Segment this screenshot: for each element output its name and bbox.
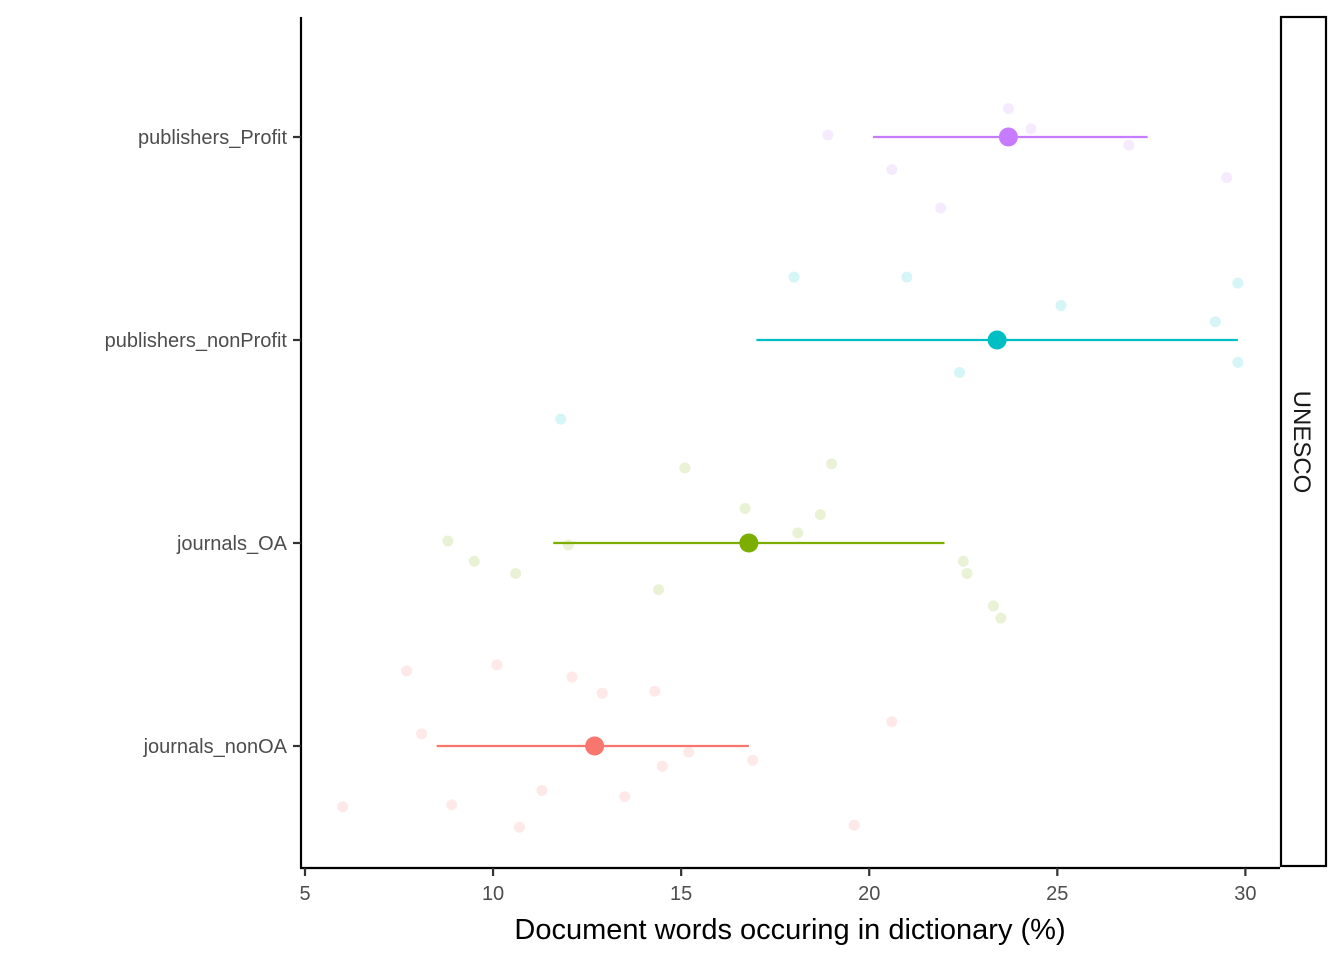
jitter-point (792, 527, 804, 539)
jitter-point (1002, 103, 1014, 115)
jitter-point (536, 785, 548, 797)
jitter-point (826, 458, 838, 470)
x-tick-label: 30 (1234, 883, 1256, 905)
jitter-point (1221, 172, 1233, 184)
y-tick-label: publishers_nonProfit (105, 330, 288, 352)
jitter-point (683, 746, 695, 758)
y-tick-label: publishers_Profit (138, 127, 287, 149)
jitter-point (555, 413, 567, 425)
mean-point (998, 127, 1018, 147)
jitter-point (788, 271, 800, 283)
x-tick-label: 25 (1046, 883, 1068, 905)
facet-strip (1279, 15, 1328, 868)
jitter-point (679, 462, 691, 474)
jitter-point (995, 612, 1007, 624)
jitter-point (954, 366, 966, 378)
jitter-point (987, 600, 999, 612)
mean-point (987, 330, 1007, 350)
jitter-point (491, 659, 503, 671)
jitter-point (957, 555, 969, 567)
jitter-point (848, 819, 860, 831)
jitter-point (814, 509, 826, 521)
jitter-point (337, 801, 349, 813)
jitter-point (739, 502, 751, 514)
jitter-point (935, 202, 947, 214)
jitter-point (442, 535, 454, 547)
jitter-point (822, 129, 834, 141)
jitter-point (1055, 299, 1067, 311)
y-tick-label: journals_OA (176, 533, 288, 555)
x-tick-label: 5 (299, 883, 310, 905)
mean-point (739, 533, 759, 553)
jitter-point (401, 665, 413, 677)
jitter-point (901, 271, 913, 283)
x-axis-title: Document words occuring in dictionary (%… (514, 914, 1065, 946)
jitter-point (656, 760, 668, 772)
jitter-point (1232, 277, 1244, 289)
jitter-point (596, 687, 608, 699)
jitter-point (510, 567, 522, 579)
facet-strip-label: UNESCO (1288, 391, 1315, 494)
jitter-point (513, 821, 525, 833)
jitter-point (653, 584, 665, 596)
x-tick-label: 15 (670, 883, 692, 905)
jitter-point (886, 163, 898, 175)
jitter-point (446, 799, 458, 811)
y-axis-ticks: journals_nonOA journals_OA publishers_nonP… (105, 127, 301, 758)
jitter-point (649, 685, 661, 697)
jitter-points-layer (337, 103, 1244, 833)
jitter-point (566, 671, 578, 683)
jitter-point (1209, 316, 1221, 328)
jitter-point (1025, 123, 1037, 135)
mean-point (585, 736, 605, 756)
jitter-point (747, 754, 759, 766)
jitter-point (468, 555, 480, 567)
summary-layer (436, 127, 1238, 756)
jitter-point (416, 728, 428, 740)
jitter-point (886, 716, 898, 728)
jitter-point (562, 539, 574, 551)
jitter-point (619, 791, 631, 803)
jitter-point (1232, 356, 1244, 368)
jitter-point (961, 567, 973, 579)
y-tick-label: journals_nonOA (143, 736, 288, 758)
x-tick-label: 10 (482, 883, 504, 905)
jitter-point (1123, 139, 1135, 151)
x-axis-ticks: 5 10 15 20 25 30 (299, 868, 1257, 905)
x-tick-label: 20 (858, 883, 880, 905)
